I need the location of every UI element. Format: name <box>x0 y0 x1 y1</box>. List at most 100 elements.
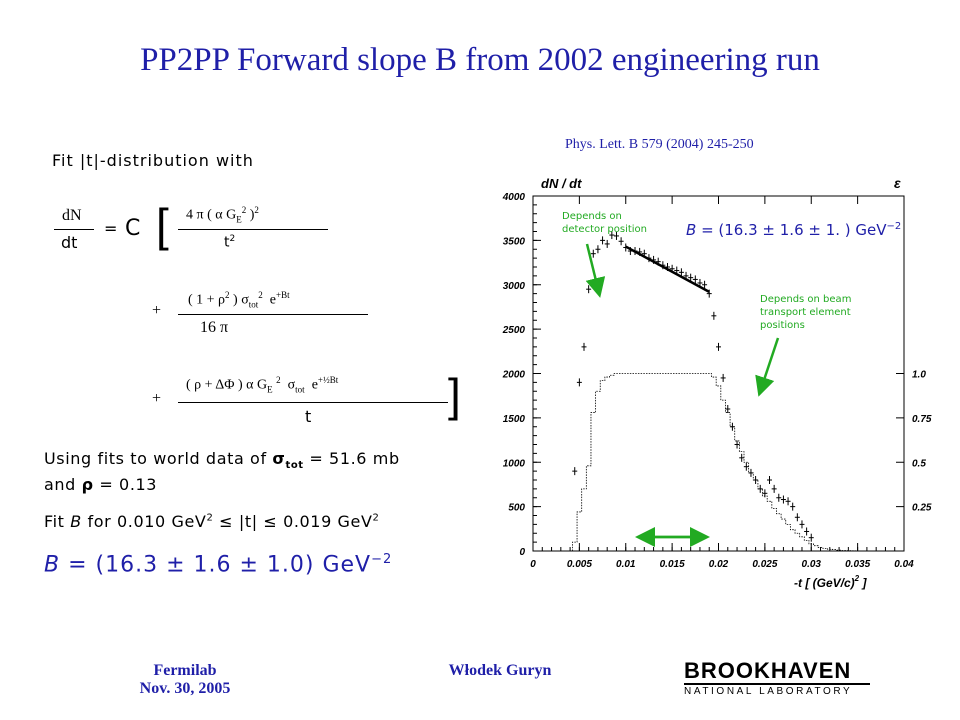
term3-num-sub: E <box>267 384 273 395</box>
term3-numerator: ( ρ + ΔΦ ) α GE 2 σtot e+½Bt <box>186 375 338 394</box>
rho-line: and ρ = 0.13 <box>44 475 157 494</box>
data-point <box>753 476 759 484</box>
data-point <box>613 231 619 240</box>
acceptance-histogram-path <box>572 373 860 552</box>
data-point <box>762 489 768 498</box>
fit-range-sup2: 2 <box>372 512 380 524</box>
footer-lab: Fermilab <box>153 662 217 679</box>
fit-range-prefix: Fit <box>44 512 71 531</box>
plot-B-letter: B <box>686 221 697 239</box>
term1-den-sup: 2 <box>229 234 236 244</box>
plot-B-annotation: B = (16.3 ± 1.6 ± 1. ) GeV−2 <box>686 221 901 239</box>
term1-fraction-line <box>178 229 328 230</box>
y2-tick-label: 0.5 <box>912 458 926 469</box>
plot-B-sup: −2 <box>886 221 902 232</box>
plot-B-value: = (16.3 ± 1.6 ± 1. ) GeV <box>696 221 887 239</box>
data-point <box>794 513 800 522</box>
fit-range-low: for 0.010 GeV <box>81 512 207 531</box>
fit-range-line: Fit B for 0.010 GeV2 ≤ |t| ≤ 0.019 GeV2 <box>44 512 380 531</box>
footer-author: Włodek Guryn <box>448 662 552 679</box>
term2-num-sup2: 2 <box>258 290 263 300</box>
term1-den-text: t <box>224 234 230 251</box>
term1-num-sup: 2 <box>241 205 247 215</box>
term2-num-text: ( 1 + ρ <box>188 292 226 308</box>
data-points <box>572 231 814 542</box>
x-tick-label: 0.04 <box>894 559 914 570</box>
term2-numerator: ( 1 + ρ2 ) σtot2 e+Bt <box>188 290 290 309</box>
chart-axes <box>532 195 905 552</box>
term1-num-tail: ) <box>249 207 255 223</box>
data-point <box>767 476 773 484</box>
data-point <box>609 231 615 240</box>
plus-sign-2: + <box>152 390 162 407</box>
data-point <box>586 285 592 294</box>
sigma-symbol: σ <box>272 449 286 468</box>
term2-denominator: 16 π <box>200 319 229 336</box>
term1-denominator: t2 <box>224 234 235 251</box>
y-tick-label: 2500 <box>502 325 526 336</box>
term2-num-e: e <box>269 292 276 308</box>
data-point <box>711 311 717 320</box>
open-bracket: [ <box>156 199 169 251</box>
data-point <box>576 378 582 387</box>
data-point <box>725 405 731 413</box>
close-bracket: ] <box>448 369 461 421</box>
fit-range-B: B <box>70 512 82 531</box>
y-tick-label: 500 <box>508 503 525 514</box>
data-point <box>692 275 698 284</box>
slide-title: PP2PP Forward slope B from 2002 engineer… <box>140 42 820 78</box>
fit-line-segment <box>625 245 710 293</box>
x-tick-label: 0 <box>530 559 536 570</box>
data-point <box>581 342 587 351</box>
sigma-value: = 51.6 mb <box>303 449 400 468</box>
logo-rule <box>684 683 870 685</box>
plot-frame <box>532 195 905 552</box>
data-point <box>757 484 763 493</box>
x-tick-label: 0.035 <box>845 559 870 570</box>
fit-range-sup1: 2 <box>206 512 214 524</box>
world-data-text: Using fits to world data of <box>44 449 273 468</box>
term3-num-exp: +½Bt <box>317 375 339 385</box>
note-beam-transport: Depends on beam transport element positi… <box>760 293 851 332</box>
data-point <box>678 268 684 277</box>
x-axis-label: -t [ (GeV/c)2 ] <box>794 574 867 590</box>
data-point <box>716 342 721 351</box>
fit-intro-text: Fit |t|-distribution with <box>52 151 254 170</box>
fit-range-high: ≤ |t| ≤ 0.019 GeV <box>213 512 373 531</box>
term1-numerator: 4 π ( α GE2 )2 <box>186 205 259 224</box>
chart-labels: 0 0.005 0.01 0.015 0.02 0.025 0.03 0.035 0.04 0 50… <box>502 175 932 590</box>
data-point <box>688 273 694 282</box>
data-point <box>729 422 735 431</box>
data-point <box>572 467 578 476</box>
world-data-line: Using fits to world data of σtot = 51.6 … <box>44 449 400 471</box>
y2-tick-label: 0.25 <box>912 503 932 514</box>
y2-tick-label: 0.75 <box>912 414 932 425</box>
y-tick-label: 3000 <box>503 281 526 292</box>
y-tick-label: 1500 <box>503 414 526 425</box>
term1-num-sup2: 2 <box>254 205 259 215</box>
result-line: B = (16.3 ± 1.6 ± 1.0) GeV−2 <box>44 552 392 577</box>
data-point <box>595 245 601 254</box>
rho-value: = 0.13 <box>93 475 158 494</box>
lhs-fraction-line <box>54 229 94 230</box>
reference-citation: Phys. Lett. B 579 (2004) 245-250 <box>565 137 754 152</box>
term1-num-sub: E <box>236 214 242 225</box>
lhs-denominator: dt <box>61 233 78 252</box>
x-axis-label-main: -t [ (GeV/c) <box>794 576 855 590</box>
chart-corner-label: ε <box>894 175 901 191</box>
result-sup: −2 <box>371 552 393 567</box>
rho-symbol: ρ <box>81 475 94 494</box>
x-tick-label: 0.015 <box>660 559 685 570</box>
dndt-chart: 0 0.005 0.01 0.015 0.02 0.025 0.03 0.035 0.04 0 50… <box>502 175 932 590</box>
data-point <box>590 249 596 258</box>
data-point <box>808 533 814 542</box>
term3-num-text: ( ρ + ΔΦ ) α G <box>186 377 268 393</box>
x-tick-label: 0.02 <box>709 559 729 570</box>
equals-sign: = <box>104 219 118 238</box>
y-tick-label: 1000 <box>503 458 526 469</box>
x-tick-label: 0.025 <box>752 559 777 570</box>
term2-fraction-line <box>178 314 368 315</box>
term3-num-e: e <box>311 377 318 393</box>
data-point <box>785 497 791 506</box>
note-right-line2: transport element <box>760 307 851 318</box>
